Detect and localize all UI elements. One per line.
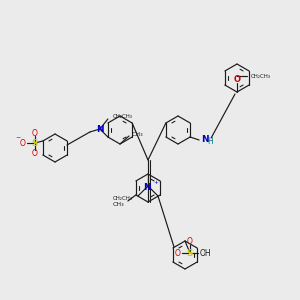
Text: O: O (20, 139, 26, 148)
Text: ⁺: ⁺ (153, 179, 158, 188)
Text: O: O (32, 148, 38, 158)
Text: O: O (175, 248, 181, 257)
Text: ⁻: ⁻ (15, 135, 20, 145)
Text: CH₂CH₃: CH₂CH₃ (113, 196, 133, 200)
Text: CH₂CH₃: CH₂CH₃ (251, 74, 271, 79)
Text: O: O (233, 74, 241, 83)
Text: N: N (143, 182, 151, 191)
Text: S: S (187, 248, 193, 257)
Text: N: N (201, 136, 209, 145)
Text: H: H (207, 136, 213, 146)
Text: CH₃: CH₃ (132, 133, 144, 137)
Text: O: O (187, 236, 193, 245)
Text: O: O (32, 128, 38, 137)
Text: CH₃: CH₃ (112, 202, 124, 206)
Text: CH₂CH₃: CH₂CH₃ (113, 115, 133, 119)
Text: N: N (96, 124, 104, 134)
Text: OH: OH (200, 248, 212, 257)
Text: S: S (32, 139, 38, 148)
